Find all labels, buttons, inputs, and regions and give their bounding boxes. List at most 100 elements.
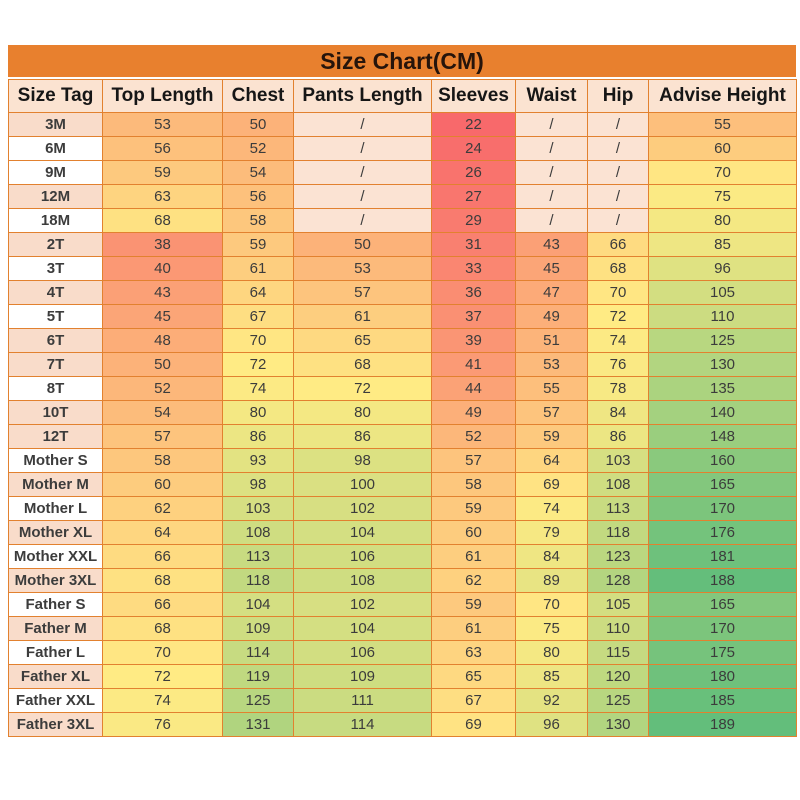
value-cell: 93 [222, 448, 294, 473]
value-cell: 108 [293, 568, 432, 593]
value-cell: 108 [587, 472, 649, 497]
value-cell: 50 [102, 352, 223, 377]
column-header: Top Length [102, 79, 223, 113]
size-tag-cell: Mother XXL [8, 544, 103, 569]
column-header: Waist [515, 79, 588, 113]
value-cell: 100 [293, 472, 432, 497]
na-cell: / [587, 184, 649, 209]
value-cell: 115 [587, 640, 649, 665]
value-cell: 75 [515, 616, 588, 641]
value-cell: 72 [587, 304, 649, 329]
value-cell: 148 [648, 424, 797, 449]
na-cell: / [515, 112, 588, 137]
value-cell: 61 [293, 304, 432, 329]
table-row: 3T 40 61 53 33 45 68 96 [8, 256, 797, 281]
value-cell: 57 [102, 424, 223, 449]
size-tag-cell: Mother XL [8, 520, 103, 545]
value-cell: 170 [648, 616, 797, 641]
value-cell: 165 [648, 472, 797, 497]
value-cell: 48 [102, 328, 223, 353]
size-tag-cell: Mother S [8, 448, 103, 473]
value-cell: 103 [222, 496, 294, 521]
size-tag-cell: Father M [8, 616, 103, 641]
table-row: 8T 52 74 72 44 55 78 135 [8, 376, 797, 401]
size-tag-cell: 8T [8, 376, 103, 401]
value-cell: 85 [648, 232, 797, 257]
table-row: 6M 56 52/24//60 [8, 136, 797, 161]
value-cell: 109 [222, 616, 294, 641]
size-tag-cell: 10T [8, 400, 103, 425]
value-cell: 102 [293, 496, 432, 521]
value-cell: 68 [102, 568, 223, 593]
value-cell: 80 [293, 400, 432, 425]
value-cell: 64 [515, 448, 588, 473]
value-cell: 84 [515, 544, 588, 569]
value-cell: 63 [102, 184, 223, 209]
size-tag-cell: 12M [8, 184, 103, 209]
value-cell: 104 [293, 520, 432, 545]
value-cell: 56 [222, 184, 294, 209]
size-tag-cell: 9M [8, 160, 103, 185]
value-cell: 38 [102, 232, 223, 257]
column-header: Size Tag [8, 79, 103, 113]
column-header: Sleeves [431, 79, 516, 113]
value-cell: 96 [515, 712, 588, 737]
value-cell: 59 [222, 232, 294, 257]
size-tag-cell: 7T [8, 352, 103, 377]
value-cell: 165 [648, 592, 797, 617]
value-cell: 70 [102, 640, 223, 665]
value-cell: 74 [587, 328, 649, 353]
value-cell: 50 [222, 112, 294, 137]
value-cell: 85 [515, 664, 588, 689]
column-header: Chest [222, 79, 294, 113]
size-tag-cell: 3T [8, 256, 103, 281]
table-row: Father S 66 104 102 59 70 105 165 [8, 592, 797, 617]
value-cell: 108 [222, 520, 294, 545]
value-cell: 59 [431, 592, 516, 617]
value-cell: 106 [293, 640, 432, 665]
value-cell: 80 [648, 208, 797, 233]
value-cell: 125 [648, 328, 797, 353]
value-cell: 69 [431, 712, 516, 737]
size-tag-cell: Father L [8, 640, 103, 665]
value-cell: 31 [431, 232, 516, 257]
value-cell: 69 [515, 472, 588, 497]
value-cell: 53 [515, 352, 588, 377]
size-chart-table: Size Tag Top Length Chest Pants Length Sleev… [8, 79, 797, 737]
value-cell: 130 [587, 712, 649, 737]
value-cell: 84 [587, 400, 649, 425]
value-cell: 26 [431, 160, 516, 185]
value-cell: 102 [293, 592, 432, 617]
value-cell: 50 [293, 232, 432, 257]
table-row: 10T 54 80 80 49 57 84 140 [8, 400, 797, 425]
value-cell: 43 [102, 280, 223, 305]
value-cell: 74 [222, 376, 294, 401]
value-cell: 96 [648, 256, 797, 281]
na-cell: / [515, 208, 588, 233]
size-tag-cell: 4T [8, 280, 103, 305]
value-cell: 52 [222, 136, 294, 161]
table-row: Mother S 58 93 98 57 64 103 160 [8, 448, 797, 473]
value-cell: 86 [293, 424, 432, 449]
size-tag-cell: 5T [8, 304, 103, 329]
value-cell: 128 [587, 568, 649, 593]
table-row: 12T 57 86 86 52 59 86 148 [8, 424, 797, 449]
value-cell: 59 [102, 160, 223, 185]
value-cell: 60 [102, 472, 223, 497]
table-row: 5T 45 67 61 37 49 72 110 [8, 304, 797, 329]
value-cell: 72 [293, 376, 432, 401]
value-cell: 55 [515, 376, 588, 401]
value-cell: 70 [648, 160, 797, 185]
value-cell: 110 [587, 616, 649, 641]
value-cell: 74 [515, 496, 588, 521]
value-cell: 109 [293, 664, 432, 689]
value-cell: 75 [648, 184, 797, 209]
table-row: Mother 3XL 68 118 108 62 89 128 188 [8, 568, 797, 593]
value-cell: 114 [293, 712, 432, 737]
size-tag-cell: 2T [8, 232, 103, 257]
value-cell: 67 [431, 688, 516, 713]
value-cell: 105 [648, 280, 797, 305]
size-tag-cell: 6T [8, 328, 103, 353]
value-cell: 105 [587, 592, 649, 617]
